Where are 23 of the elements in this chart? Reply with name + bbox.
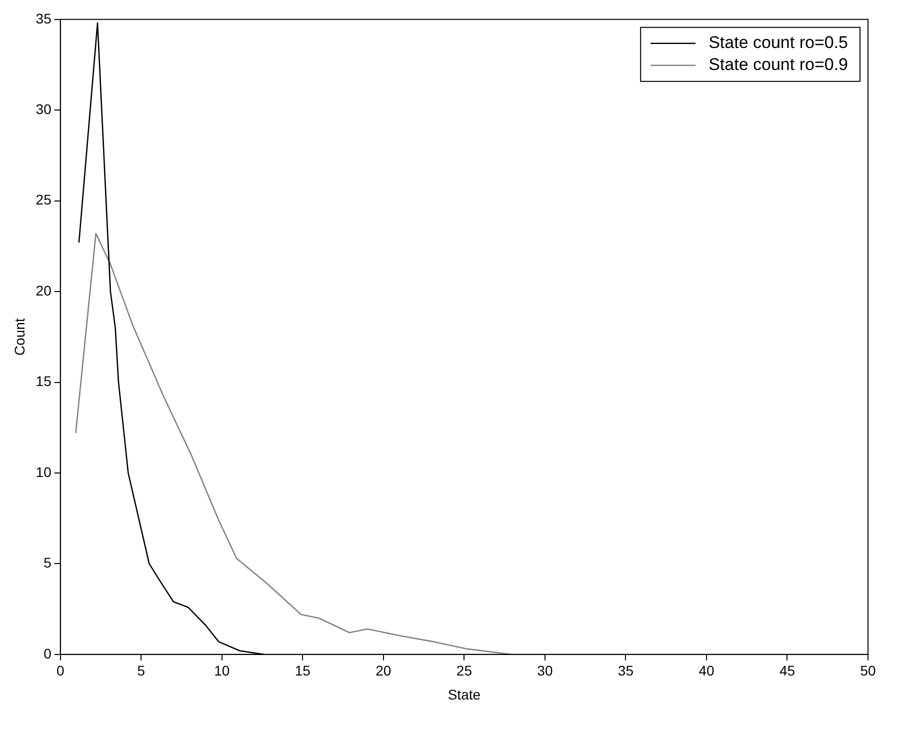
x-tick-label: 25	[456, 662, 472, 679]
legend-label: State count ro=0.5	[708, 33, 848, 52]
y-tick-label: 0	[44, 645, 52, 662]
x-tick-label: 45	[779, 662, 796, 679]
y-tick-label: 15	[36, 373, 52, 390]
x-tick-label: 35	[618, 662, 634, 679]
y-tick-label: 5	[44, 554, 52, 571]
y-tick-label: 10	[36, 464, 52, 480]
y-tick-label: 30	[36, 100, 52, 117]
x-tick-label: 15	[294, 662, 311, 679]
x-tick-label: 10	[214, 662, 230, 679]
x-tick-label: 20	[376, 662, 392, 679]
y-axis-title: Count	[11, 318, 28, 356]
x-tick-label: 0	[56, 662, 64, 679]
x-tick-label: 30	[537, 662, 553, 679]
legend-label: State count ro=0.9	[708, 55, 848, 74]
y-tick-label: 20	[36, 282, 52, 298]
y-tick-label: 35	[36, 10, 52, 26]
y-tick-label: 25	[36, 192, 52, 208]
x-axis-title: State	[448, 686, 481, 702]
x-tick-label: 5	[137, 662, 146, 679]
x-tick-label: 50	[860, 662, 876, 679]
x-tick-label: 40	[698, 662, 714, 679]
